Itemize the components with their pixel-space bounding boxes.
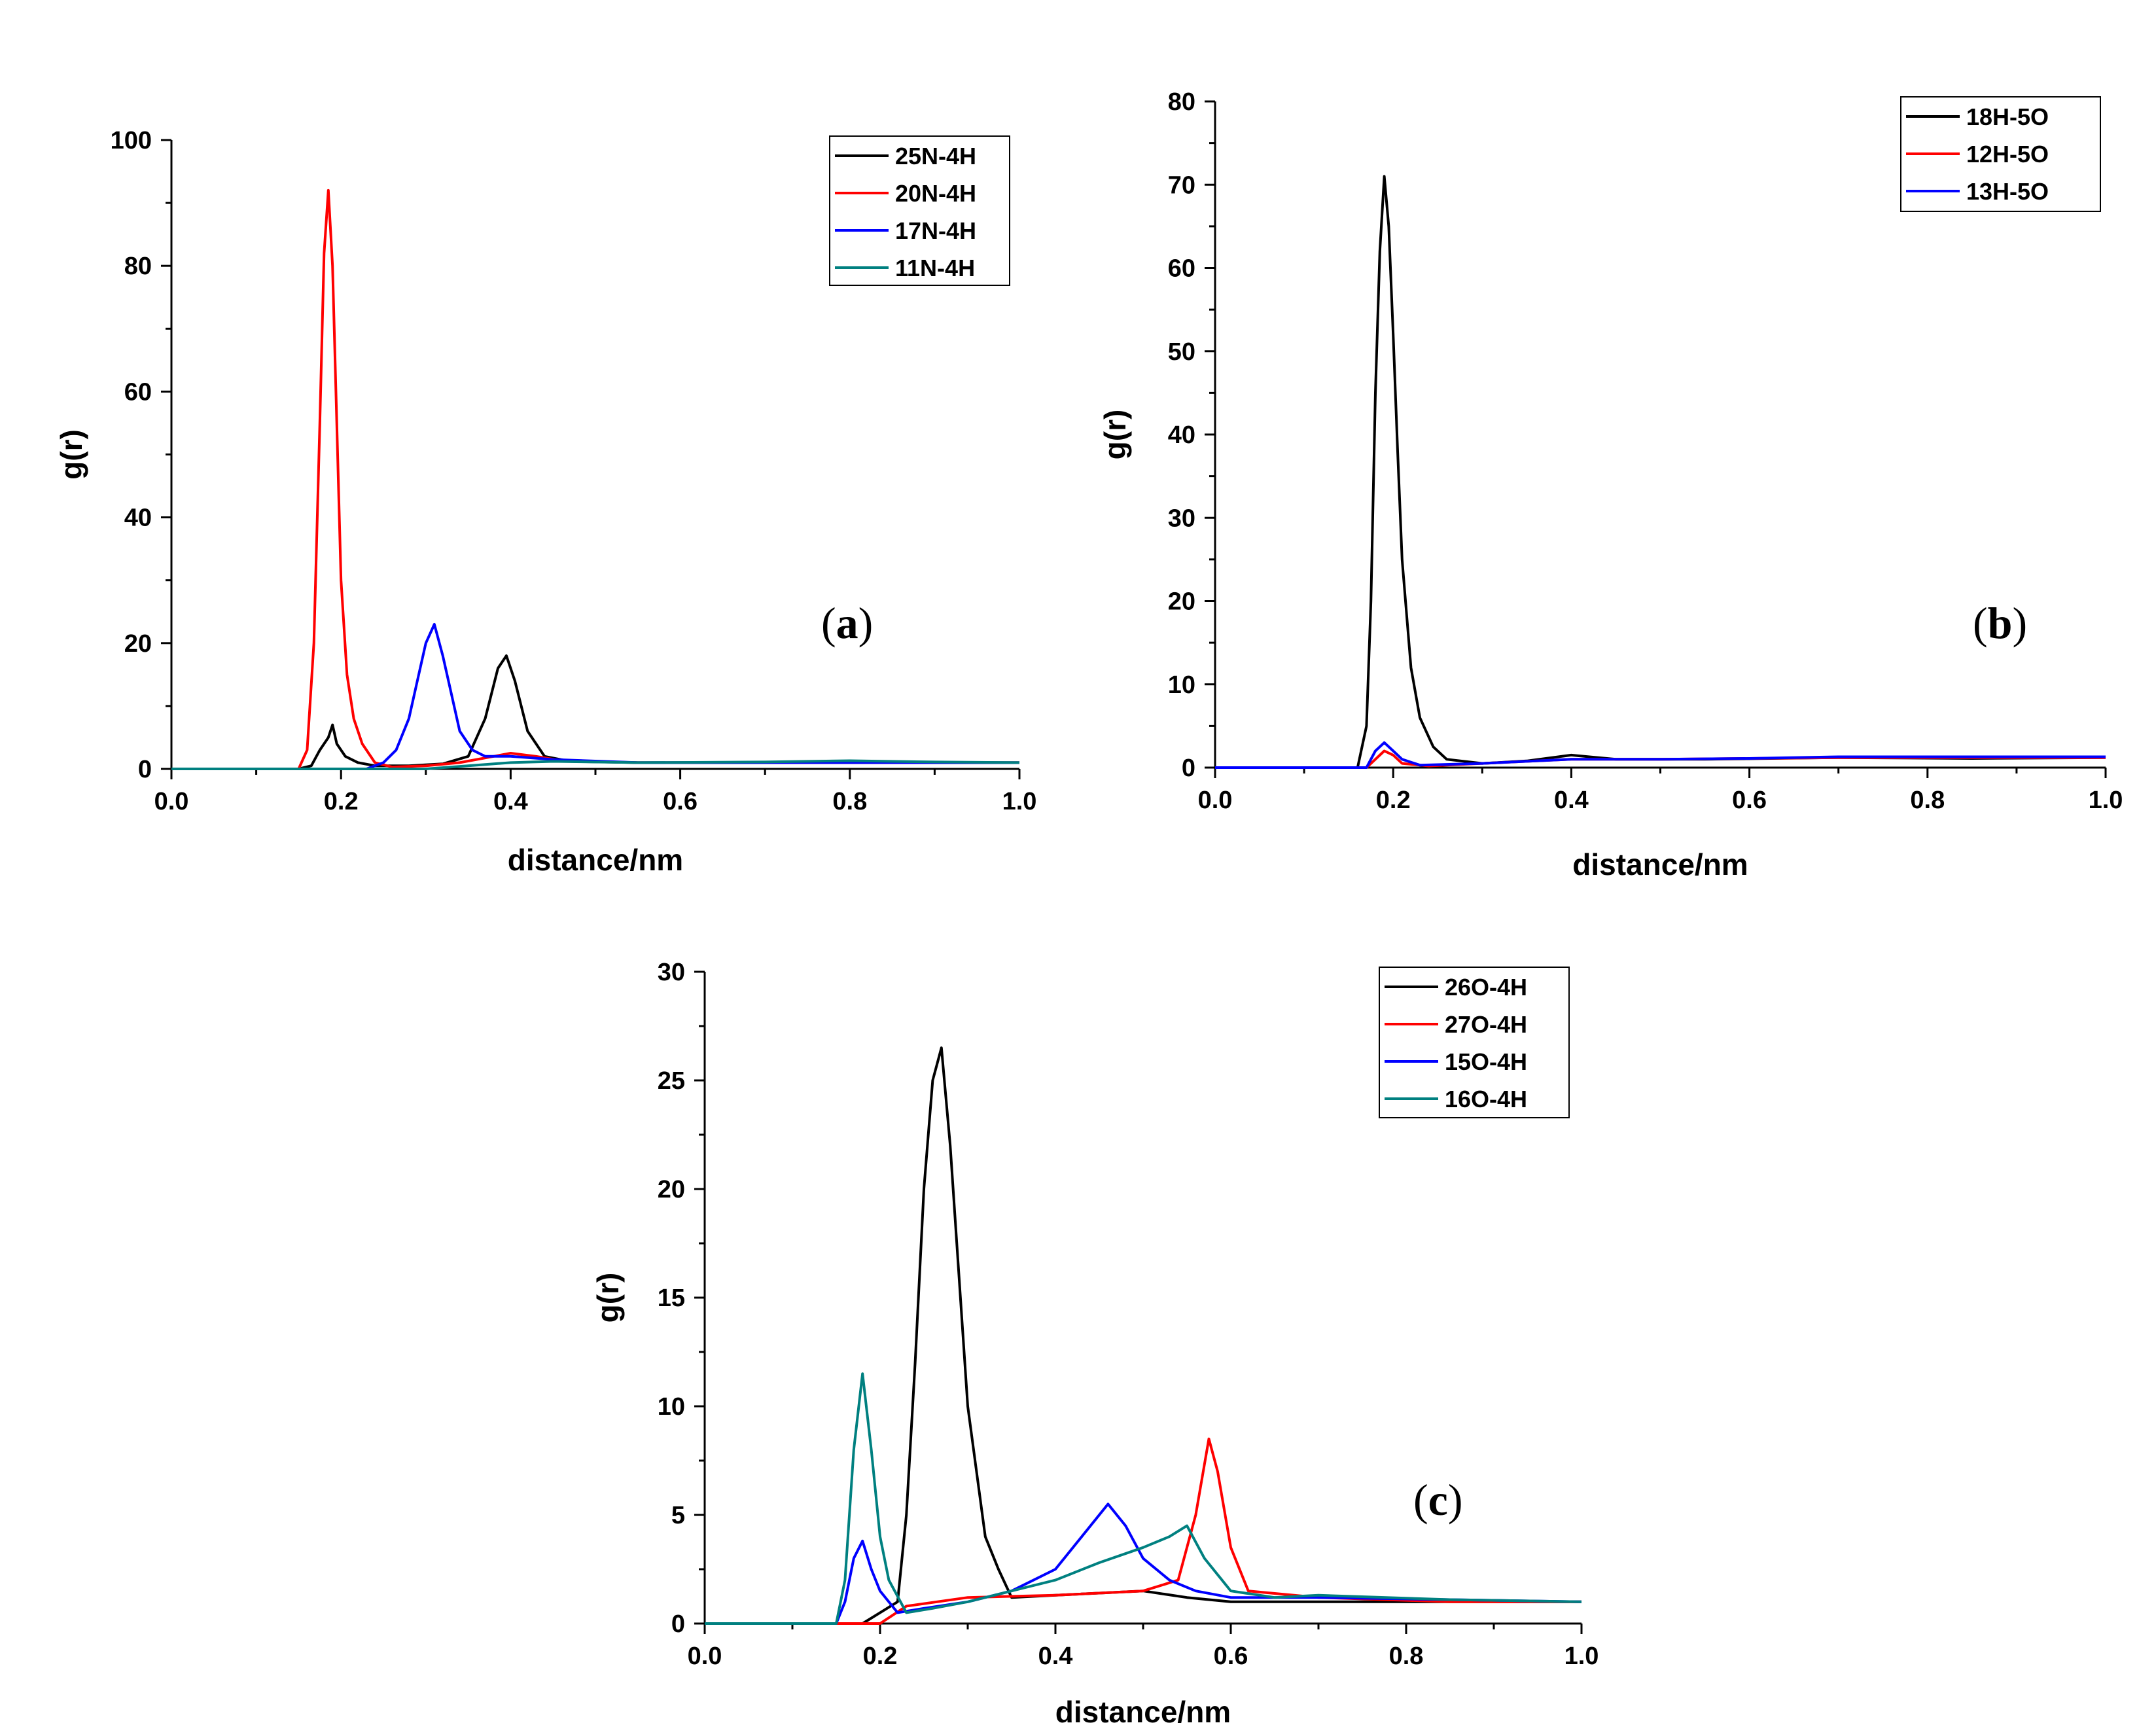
x-tick-label: 0.8 bbox=[1910, 787, 1945, 814]
x-tick-label: 0.0 bbox=[688, 1643, 722, 1670]
legend-label: 12H-5O bbox=[1966, 141, 2049, 168]
series-line-15O-4H bbox=[705, 1502, 1582, 1625]
y-tick-label: 20 bbox=[1168, 588, 1195, 616]
panel-label: (b) bbox=[1973, 598, 2027, 648]
x-tick-label: 0.0 bbox=[1198, 787, 1233, 814]
x-tick-label: 0.4 bbox=[493, 788, 528, 815]
x-tick-label: 0.8 bbox=[832, 788, 867, 815]
x-tick-label: 0.6 bbox=[663, 788, 698, 815]
y-tick-label: 70 bbox=[1168, 171, 1195, 199]
y-tick-label: 40 bbox=[124, 505, 152, 532]
y-tick-label: 10 bbox=[658, 1393, 685, 1421]
x-tick-label: 0.2 bbox=[863, 1643, 898, 1670]
y-tick-label: 20 bbox=[658, 1176, 685, 1203]
legend-box bbox=[829, 135, 1010, 286]
legend-label: 25N-4H bbox=[895, 143, 976, 169]
y-tick-label: 80 bbox=[124, 253, 152, 280]
y-tick-label: 40 bbox=[1168, 421, 1195, 449]
x-tick-label: 0.4 bbox=[1038, 1643, 1073, 1670]
y-axis-title: g(r) bbox=[591, 1273, 625, 1323]
y-tick-label: 60 bbox=[124, 378, 152, 406]
x-tick-label: 0.2 bbox=[324, 788, 359, 815]
x-tick-label: 0.6 bbox=[1732, 787, 1767, 814]
y-tick-label: 0 bbox=[671, 1610, 685, 1638]
legend-label: 15O-4H bbox=[1445, 1048, 1527, 1075]
y-tick-label: 25 bbox=[658, 1067, 685, 1095]
x-tick-label: 1.0 bbox=[1564, 1643, 1599, 1670]
y-tick-label: 5 bbox=[671, 1502, 685, 1529]
x-tick-label: 0.2 bbox=[1376, 787, 1411, 814]
x-tick-label: 0.0 bbox=[154, 788, 189, 815]
y-tick-label: 60 bbox=[1168, 255, 1195, 283]
y-tick-label: 0 bbox=[138, 756, 152, 783]
series-line-13H-5O bbox=[1215, 741, 2106, 769]
legend-label: 26O-4H bbox=[1445, 974, 1527, 1001]
y-tick-label: 20 bbox=[124, 630, 152, 658]
x-tick-label: 0.6 bbox=[1214, 1643, 1248, 1670]
y-tick-label: 0 bbox=[1182, 755, 1195, 782]
legend-label: 16O-4H bbox=[1445, 1086, 1527, 1112]
chart-panel-b: 0.0 0.2 0.4 0.6 0.8 1.0 0 10 20 30 40 50 60 70 80 dista… bbox=[1098, 88, 2123, 881]
legend-label: 11N-4H bbox=[895, 255, 975, 281]
x-tick-label: 0.8 bbox=[1389, 1643, 1424, 1670]
chart-panel-a: 0.0 0.2 0.4 0.6 0.8 1.0 0 20 40 60 80 100 distance/n… bbox=[54, 127, 1036, 877]
y-tick-label: 50 bbox=[1168, 338, 1195, 366]
y-tick-label: 100 bbox=[111, 127, 152, 154]
series-line-26O-4H bbox=[705, 1046, 1582, 1625]
x-tick-label: 1.0 bbox=[2089, 787, 2123, 814]
legend-label: 18H-5O bbox=[1966, 103, 2049, 130]
legend: 25N-4H 20N-4H 17N-4H 11N-4H bbox=[829, 135, 1010, 286]
chart-panel-c: 0.0 0.2 0.4 0.6 0.8 1.0 0 5 10 15 20 25 30 distance/n… bbox=[591, 959, 1599, 1723]
panel-label: (c) bbox=[1413, 1475, 1463, 1525]
x-tick-label: 1.0 bbox=[1002, 788, 1037, 815]
legend-label: 17N-4H bbox=[895, 217, 976, 244]
series-line-11N-4H bbox=[171, 759, 1020, 770]
series-line-16O-4H bbox=[705, 1372, 1582, 1625]
y-tick-label: 10 bbox=[1168, 671, 1195, 699]
y-tick-label: 80 bbox=[1168, 88, 1195, 116]
y-tick-label: 15 bbox=[658, 1285, 685, 1312]
legend-box bbox=[1379, 967, 1570, 1118]
x-tick-label: 0.4 bbox=[1554, 787, 1589, 814]
panel-label: (a) bbox=[821, 598, 873, 648]
x-axis-title: distance/nm bbox=[1055, 1695, 1231, 1723]
y-tick-label: 30 bbox=[658, 959, 685, 986]
legend-label: 13H-5O bbox=[1966, 178, 2049, 205]
y-axis-title: g(r) bbox=[1098, 410, 1132, 460]
y-axis-title: g(r) bbox=[54, 429, 88, 480]
legend-label: 20N-4H bbox=[895, 180, 976, 207]
x-axis-title: distance/nm bbox=[1572, 847, 1748, 881]
legend-label: 27O-4H bbox=[1445, 1011, 1527, 1038]
legend: 18H-5O 12H-5O 13H-5O bbox=[1900, 96, 2101, 212]
legend: 26O-4H 27O-4H 15O-4H 16O-4H bbox=[1379, 967, 1570, 1118]
x-axis-title: distance/nm bbox=[508, 843, 683, 877]
y-tick-label: 30 bbox=[1168, 505, 1195, 532]
